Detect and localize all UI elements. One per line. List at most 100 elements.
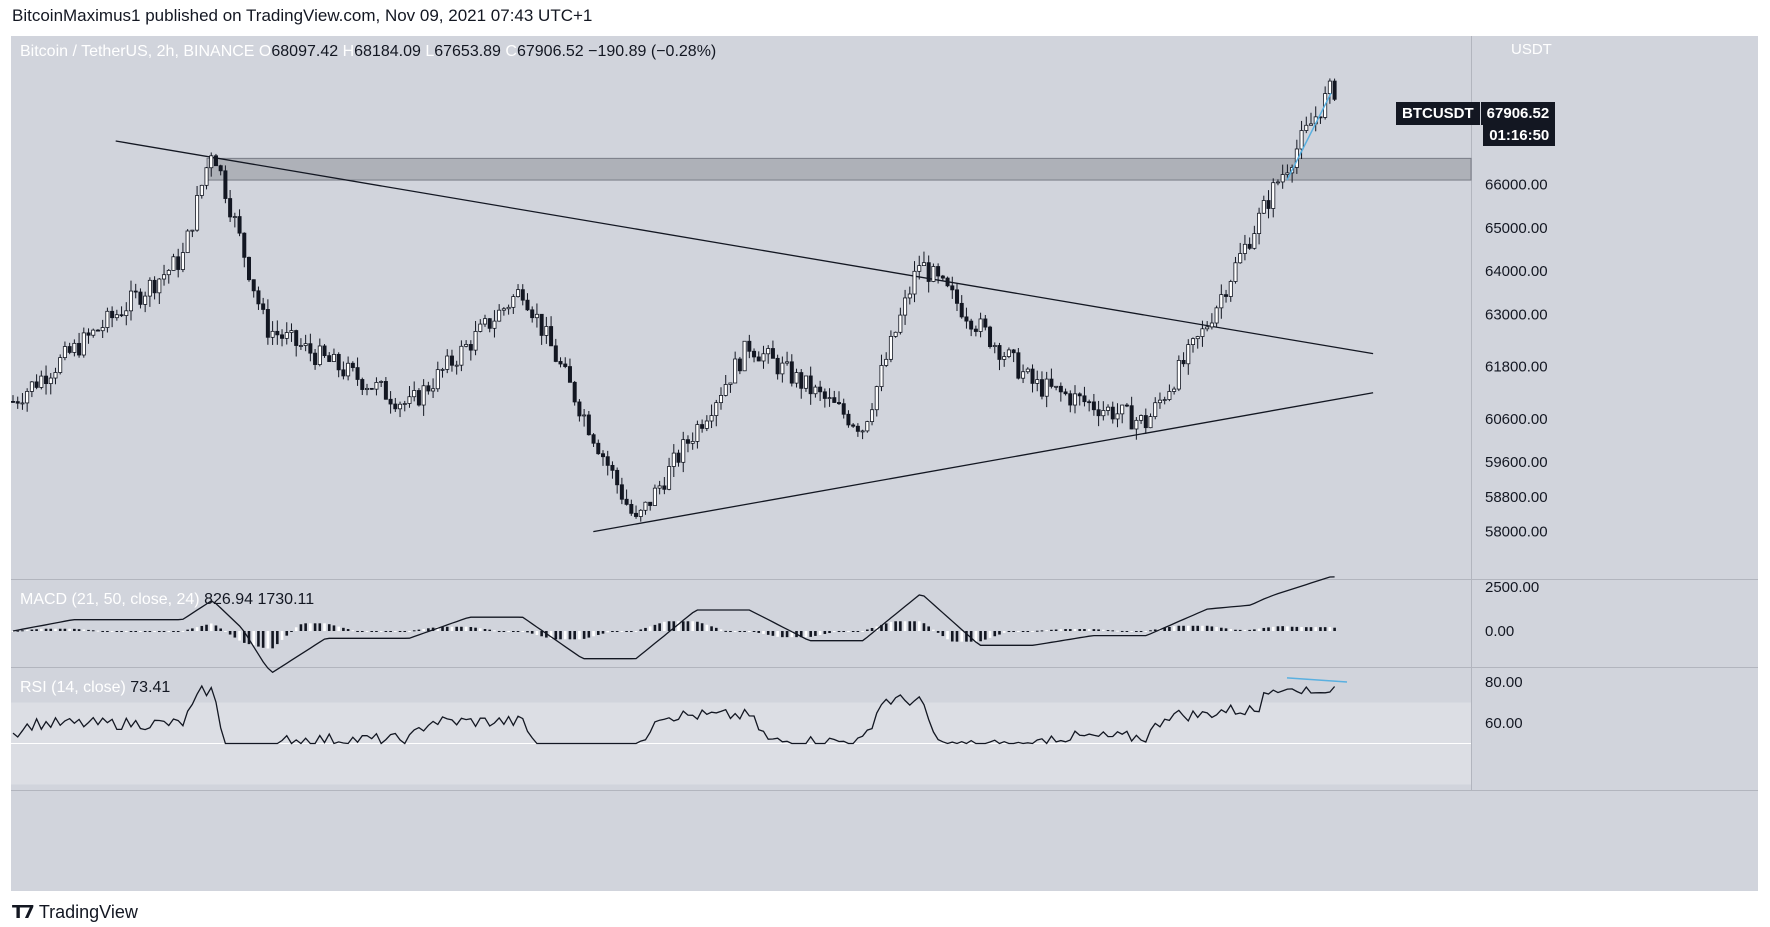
macd-histogram-bar xyxy=(1304,627,1308,631)
candle-body xyxy=(940,275,945,279)
macd-histogram-bar xyxy=(748,631,751,632)
descending-trendline xyxy=(115,140,1374,355)
candle-body xyxy=(667,466,672,490)
candle-body xyxy=(1238,253,1243,264)
macd-histogram-bar xyxy=(578,631,581,640)
macd-histogram-bar xyxy=(40,628,43,631)
macd-histogram-bar xyxy=(110,631,114,632)
macd-histogram-bar xyxy=(1271,626,1275,631)
macd-histogram-bar xyxy=(908,621,912,631)
tradingview-logo[interactable]: 𝗧𝟳 TradingView xyxy=(12,902,138,923)
macd-histogram-bar xyxy=(823,631,827,634)
macd-histogram-bar xyxy=(323,623,326,631)
candle-body xyxy=(313,352,318,365)
candle-body xyxy=(870,409,875,422)
candle-body xyxy=(294,330,299,346)
macd-histogram-bar xyxy=(993,631,997,637)
candle-body xyxy=(412,390,417,398)
macd-histogram-bar xyxy=(1050,629,1053,631)
candle-body xyxy=(1058,385,1063,393)
candle-body xyxy=(454,364,459,367)
macd-histogram-bar xyxy=(436,626,440,631)
macd-histogram-bar xyxy=(276,631,279,645)
candle-body xyxy=(157,278,162,294)
candle-body xyxy=(284,332,289,339)
macd-histogram-bar xyxy=(681,621,685,631)
macd-histogram-bar xyxy=(960,631,964,642)
macd-histogram-bar xyxy=(965,631,968,642)
macd-histogram-bar xyxy=(1186,625,1190,631)
macd-histogram-bar xyxy=(667,621,671,631)
candle-body xyxy=(473,331,478,351)
macd-histogram-bar xyxy=(946,631,949,640)
candle-body xyxy=(431,388,436,392)
candle-body xyxy=(907,293,912,299)
macd-histogram-bar xyxy=(1295,626,1299,631)
macd-histogram-bar xyxy=(922,623,926,631)
macd-histogram-bar xyxy=(242,631,246,643)
candle-body xyxy=(657,485,662,489)
chart-area[interactable]: 67000.0066000.0065000.0064000.0063000.00… xyxy=(11,36,1758,891)
candle-body xyxy=(114,314,119,319)
macd-histogram-bar xyxy=(705,624,709,631)
macd-histogram-bar xyxy=(1083,629,1086,631)
candle-body xyxy=(1242,243,1247,254)
macd-histogram-bar xyxy=(1054,629,1058,631)
candle-body xyxy=(67,346,72,353)
macd-histogram-bar xyxy=(502,631,506,632)
candle-body xyxy=(1134,419,1139,430)
macd-histogram-bar xyxy=(266,631,270,649)
candle-body xyxy=(860,430,865,433)
candle-body xyxy=(624,498,629,505)
macd-histogram-bar xyxy=(809,631,812,637)
candle-body xyxy=(917,265,922,272)
candle-body xyxy=(1011,349,1016,354)
macd-histogram-bar xyxy=(870,628,874,631)
macd-histogram-bar xyxy=(861,631,864,632)
macd-histogram-bar xyxy=(894,621,897,631)
candle-body xyxy=(166,270,171,276)
candle-body xyxy=(567,366,572,383)
candle-body xyxy=(162,274,167,280)
candle-body xyxy=(1247,243,1252,249)
macd-histogram-bar xyxy=(1068,629,1072,631)
candle-body xyxy=(251,279,256,292)
macd-histogram-bar xyxy=(1300,627,1303,631)
macd-histogram-bar xyxy=(521,631,525,632)
macd-histogram-bar xyxy=(1045,630,1048,632)
breakout-accent-line xyxy=(1286,92,1332,181)
macd-histogram-bar xyxy=(427,628,430,631)
candle-body xyxy=(690,441,695,444)
candle-body xyxy=(846,413,851,426)
macd-histogram-bar xyxy=(663,621,666,631)
macd-histogram-bar xyxy=(238,631,241,641)
candle-body xyxy=(1153,402,1158,417)
candle-body xyxy=(119,314,124,317)
candle-body xyxy=(549,326,554,347)
legend-high: 68184.09 xyxy=(354,43,421,60)
macd-histogram-bar xyxy=(422,628,425,631)
macd-histogram-bar xyxy=(1243,629,1247,631)
candle-body xyxy=(997,345,1002,360)
macd-histogram-bar xyxy=(653,624,657,631)
macd-histogram-bar xyxy=(1031,631,1034,632)
candle-body xyxy=(152,279,157,294)
macd-histogram-bar xyxy=(700,623,704,631)
chart-svg[interactable]: 67000.0066000.0065000.0064000.0063000.00… xyxy=(11,36,1758,791)
candle-body xyxy=(662,485,667,490)
macd-histogram-bar xyxy=(389,631,392,632)
macd-histogram-bar xyxy=(1215,627,1218,631)
macd-histogram-bar xyxy=(54,628,57,631)
macd-histogram-bar xyxy=(1172,626,1176,631)
macd-histogram-bar xyxy=(257,631,260,647)
macd-histogram-bar xyxy=(1205,625,1209,631)
macd-histogram-bar xyxy=(11,631,15,632)
macd-histogram-bar xyxy=(63,628,67,631)
tradingview-logo-text: TradingView xyxy=(38,902,138,922)
candle-body xyxy=(582,414,587,417)
candle-body xyxy=(464,344,469,347)
candle-body xyxy=(1016,352,1021,379)
macd-histogram-bar xyxy=(346,629,350,631)
price-tick-label: 64000.00 xyxy=(1485,263,1548,280)
macd-histogram-bar xyxy=(455,626,458,631)
